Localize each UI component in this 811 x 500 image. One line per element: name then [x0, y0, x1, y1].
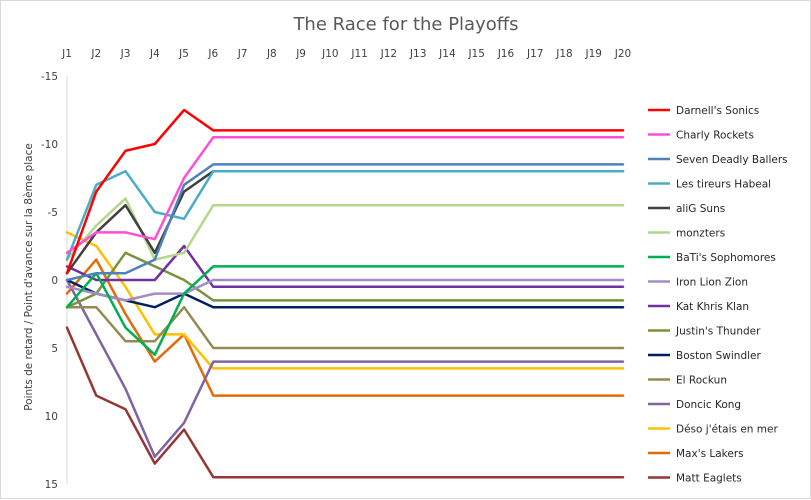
y-tick-label: 10: [45, 411, 58, 423]
series-line: [65, 197, 625, 261]
series-line: [65, 169, 625, 261]
y-tick-labels: -15 -10 -5 0 5 10 15: [41, 71, 58, 491]
legend-label: aliG Suns: [676, 203, 725, 215]
legend-label: Kat Khris Klan: [676, 301, 749, 313]
legend-label: Les tireurs Habeal: [676, 179, 771, 191]
y-axis-label: Points de retard / Point d'avance sur la…: [23, 143, 35, 411]
x-tick-label: J7: [237, 48, 248, 60]
series-line: [65, 278, 625, 309]
x-tick-label: J5: [178, 48, 189, 60]
legend-label: Déso j'étais en mer: [676, 424, 778, 436]
x-tick-label: J9: [295, 48, 306, 60]
series-line: [65, 108, 625, 275]
x-tick-label: J19: [585, 48, 602, 60]
x-tick-label: J8: [266, 48, 277, 60]
x-tick-label: J6: [207, 48, 218, 60]
series-line: [65, 169, 625, 275]
x-tick-label: J15: [467, 48, 484, 60]
x-tick-label: J13: [409, 48, 426, 60]
y-tick-label: -10: [41, 139, 58, 151]
x-tick-label: J1: [61, 48, 72, 60]
series-line: [65, 305, 625, 350]
legend-label: monzters: [676, 228, 725, 240]
legend-label: Justin's Thunder: [675, 326, 761, 338]
x-tick-label: J16: [497, 48, 515, 60]
y-tick-label: 0: [51, 275, 58, 287]
legend-label: El Rockun: [676, 375, 727, 387]
x-tick-label: J4: [149, 48, 160, 60]
series-line: [65, 326, 625, 479]
series-line: [65, 265, 625, 357]
series-line: [65, 278, 625, 302]
legend-label: Max's Lakers: [676, 448, 744, 460]
legend-label: Seven Deadly Ballers: [676, 154, 788, 166]
x-tick-label: J20: [614, 48, 631, 60]
y-tick-label: -15: [41, 71, 58, 83]
x-tick-label: J2: [90, 48, 101, 60]
y-tick-label: 5: [51, 343, 58, 355]
y-tick-label: -5: [48, 207, 58, 219]
chart-title: The Race for the Playoffs: [292, 14, 518, 35]
x-tick-label: J18: [555, 48, 572, 60]
series-line: [65, 163, 625, 282]
x-tick-label: J10: [321, 48, 338, 60]
legend-label: Charly Rockets: [676, 130, 754, 142]
legend-label: BaTi's Sophomores: [676, 252, 776, 264]
legend: Darnell's Sonics Charly Rockets Seven Dead…: [648, 105, 788, 485]
x-tick-labels: J1 J2 J3 J4 J5 J6 J7 J8 J9 J10 J11 J12 J13 J14 J15 J16 J…: [61, 48, 631, 60]
x-tick-label: J14: [438, 48, 456, 60]
legend-label: Boston Swindler: [676, 350, 761, 362]
series-line: [65, 244, 625, 289]
series-line: [65, 258, 625, 397]
legend-label: Darnell's Sonics: [676, 105, 759, 117]
x-tick-label: J3: [120, 48, 131, 60]
y-tick-label: 15: [45, 479, 58, 491]
series-lines: [65, 108, 625, 479]
x-tick-label: J12: [380, 48, 397, 60]
legend-label: Matt Eaglets: [676, 473, 742, 485]
series-line: [65, 135, 625, 255]
x-tick-label: J17: [526, 48, 543, 60]
series-line: [65, 251, 625, 309]
legend-label: Iron Lion Zion: [676, 277, 748, 289]
x-tick-label: J11: [350, 48, 367, 60]
series-line: [65, 278, 625, 459]
legend-label: Doncic Kong: [676, 399, 741, 411]
